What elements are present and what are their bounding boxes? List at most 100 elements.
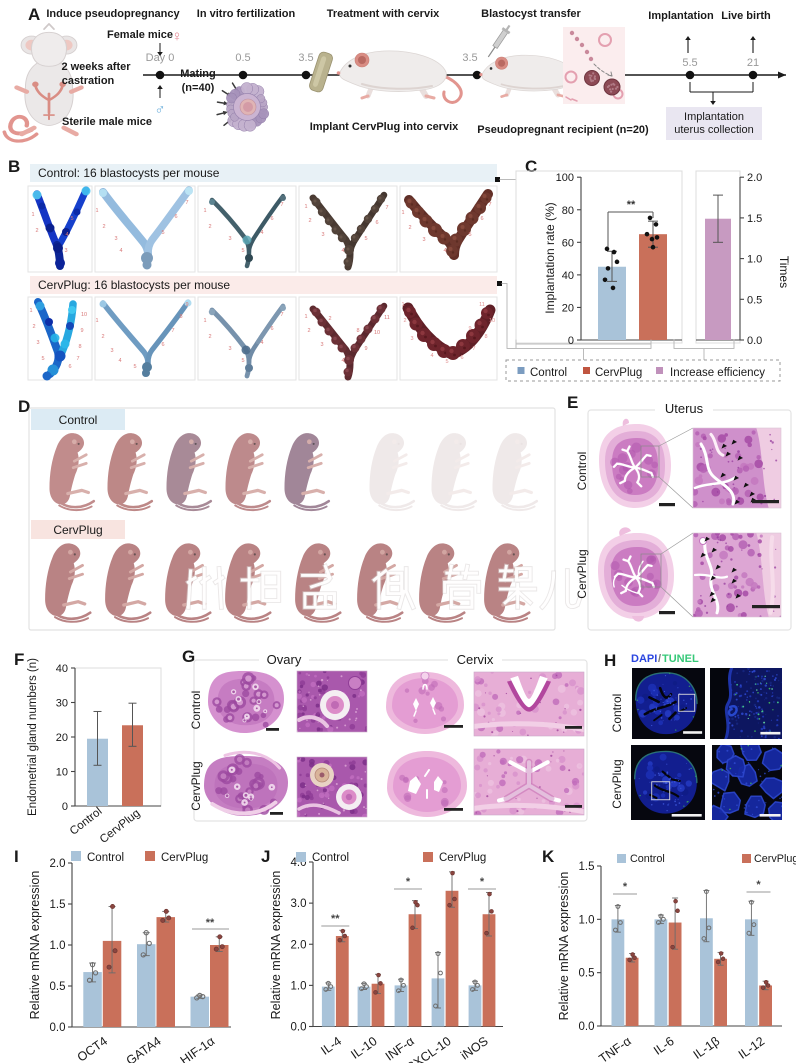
svg-text:21: 21: [747, 57, 759, 69]
svg-text:Female mice: Female mice: [107, 29, 173, 41]
svg-text:F: F: [14, 650, 24, 669]
svg-text:CervPlug: CervPlug: [439, 852, 486, 864]
svg-text:5: 5: [41, 356, 44, 362]
svg-text:5: 5: [133, 364, 136, 370]
svg-text:Control: Control: [87, 852, 124, 864]
svg-text:H: H: [604, 651, 616, 670]
svg-text:CervPlug: CervPlug: [189, 761, 203, 810]
svg-text:Control: Control: [59, 413, 98, 427]
svg-text:0.5: 0.5: [50, 981, 66, 993]
svg-text:3: 3: [110, 348, 113, 354]
svg-text:100: 100: [556, 172, 574, 184]
svg-text:7: 7: [488, 202, 491, 208]
svg-text:Control: Control: [189, 691, 203, 730]
svg-text:J: J: [261, 847, 270, 866]
svg-text:7: 7: [185, 200, 188, 206]
svg-text:*: *: [756, 879, 761, 891]
svg-text:CervPlug: CervPlug: [161, 852, 208, 864]
svg-text:CervPlug: CervPlug: [754, 853, 796, 865]
svg-text:3: 3: [36, 340, 39, 346]
svg-text:1.0: 1.0: [579, 914, 595, 926]
svg-text:Relative mRNA expression: Relative mRNA expression: [269, 871, 283, 1020]
svg-text:10: 10: [489, 318, 495, 324]
svg-text:1: 1: [304, 204, 307, 210]
svg-text:6: 6: [460, 355, 463, 361]
svg-text:10: 10: [374, 330, 380, 336]
svg-text:Uterus: Uterus: [665, 401, 704, 416]
svg-text:8: 8: [78, 344, 81, 350]
svg-text:5: 5: [70, 216, 73, 222]
svg-text:6: 6: [68, 364, 71, 370]
svg-text:1: 1: [29, 308, 32, 314]
svg-text:40: 40: [562, 270, 574, 282]
svg-text:Endometrial gland numbers (n): Endometrial gland numbers (n): [27, 658, 39, 816]
svg-text:3: 3: [228, 236, 231, 242]
svg-text:**: **: [206, 917, 215, 929]
svg-text:3.0: 3.0: [291, 898, 307, 910]
svg-text:Pseudopregnant recipient (n=20: Pseudopregnant recipient (n=20): [477, 124, 649, 136]
svg-text:7: 7: [280, 312, 283, 318]
svg-text:11: 11: [479, 302, 485, 308]
svg-text:0: 0: [568, 335, 574, 347]
svg-text:8: 8: [484, 334, 487, 340]
svg-text:CervPlug: 16 blastocysts per m: CervPlug: 16 blastocysts per mouse: [38, 278, 230, 292]
svg-text:0.0: 0.0: [579, 1021, 595, 1033]
svg-text:TUNEL: TUNEL: [662, 653, 699, 665]
svg-text:2: 2: [32, 324, 35, 330]
svg-text:Control: 16 blastocysts per mo: Control: 16 blastocysts per mouse: [38, 166, 220, 180]
svg-text:1.0: 1.0: [291, 980, 307, 992]
svg-text:Live birth: Live birth: [721, 10, 771, 22]
svg-text:2: 2: [208, 334, 211, 340]
svg-text:Mating: Mating: [180, 68, 215, 80]
svg-text:Cervix: Cervix: [457, 652, 494, 667]
svg-text:4: 4: [341, 358, 344, 364]
svg-text:10: 10: [81, 312, 87, 318]
svg-text:11: 11: [384, 315, 390, 321]
svg-text:/: /: [658, 653, 661, 665]
svg-text:Relative mRNA expression: Relative mRNA expression: [28, 871, 42, 1020]
svg-text:Implantation: Implantation: [684, 111, 744, 123]
svg-text:I: I: [14, 847, 19, 866]
svg-text:E: E: [567, 393, 578, 412]
svg-text:1.0: 1.0: [50, 940, 66, 952]
svg-text:9: 9: [185, 302, 188, 308]
svg-text:7: 7: [171, 328, 174, 334]
svg-text:5: 5: [364, 236, 367, 242]
svg-text:1: 1: [203, 318, 206, 324]
svg-text:Times: Times: [777, 256, 791, 288]
svg-text:1: 1: [401, 302, 404, 308]
svg-text:2: 2: [308, 218, 311, 224]
svg-text:4: 4: [118, 358, 121, 364]
svg-text:**: **: [627, 199, 636, 211]
svg-text:20: 20: [562, 302, 574, 314]
svg-text:10: 10: [56, 767, 68, 779]
svg-text:80: 80: [562, 205, 574, 217]
svg-text:uterus collection: uterus collection: [674, 124, 754, 136]
svg-text:6: 6: [270, 216, 273, 222]
svg-text:2: 2: [101, 334, 104, 340]
svg-text:7: 7: [472, 346, 475, 352]
svg-text:3.5: 3.5: [298, 52, 313, 64]
svg-text:Induce pseudopregnancy: Induce pseudopregnancy: [46, 8, 180, 20]
svg-text:7: 7: [76, 356, 79, 362]
svg-text:**: **: [331, 913, 340, 925]
svg-text:8: 8: [356, 328, 359, 334]
svg-text:9: 9: [80, 328, 83, 334]
svg-text:G: G: [182, 647, 195, 666]
svg-text:CervPlug: CervPlug: [595, 367, 642, 379]
svg-text:♀: ♀: [171, 28, 182, 45]
svg-text:Day 0: Day 0: [146, 52, 175, 64]
svg-text:2: 2: [35, 228, 38, 234]
svg-text:4: 4: [260, 230, 263, 236]
svg-text:3.5: 3.5: [462, 52, 477, 64]
svg-text:In vitro fertilization: In vitro fertilization: [197, 8, 296, 20]
svg-text:5: 5: [468, 232, 471, 238]
svg-text:1: 1: [401, 210, 404, 216]
svg-text:A: A: [28, 5, 40, 24]
svg-text:5.5: 5.5: [682, 57, 697, 69]
svg-text:4: 4: [341, 248, 344, 254]
svg-text:7: 7: [280, 202, 283, 208]
svg-text:CervPlug: CervPlug: [610, 759, 624, 808]
svg-text:Control: Control: [575, 452, 589, 491]
svg-text:*: *: [406, 876, 411, 888]
